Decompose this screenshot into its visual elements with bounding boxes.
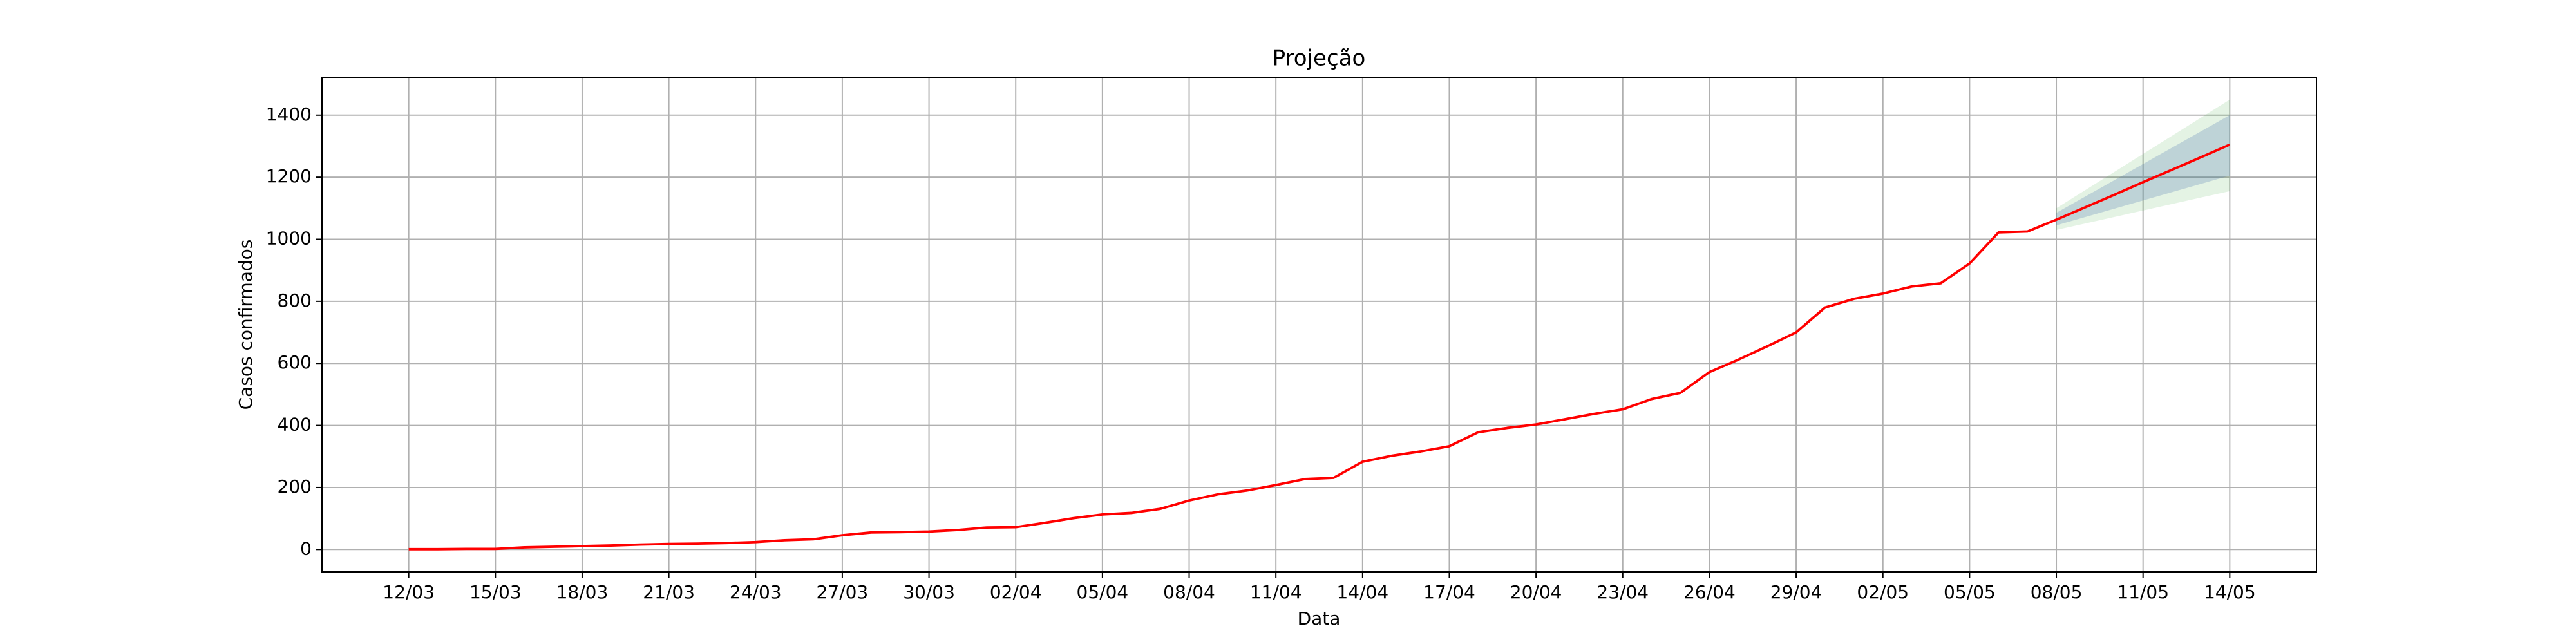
y-tick-label: 400 [278, 414, 312, 435]
y-tick-label: 200 [278, 476, 312, 497]
x-tick-label: 23/04 [1596, 582, 1649, 603]
x-tick-label: 14/05 [2204, 582, 2256, 603]
y-tick-label: 0 [300, 538, 312, 559]
x-tick-label: 15/03 [469, 582, 522, 603]
x-tick-label: 11/05 [2117, 582, 2169, 603]
x-axis-label: Data [1298, 608, 1341, 629]
x-tick-label: 05/05 [1944, 582, 1996, 603]
data-line [408, 143, 2231, 551]
chart-title: Projeção [1273, 46, 1366, 71]
y-tick-label: 1200 [266, 166, 312, 187]
x-tick-label: 17/04 [1423, 582, 1475, 603]
axes-frame [321, 77, 2317, 573]
y-tick-label: 1400 [266, 104, 312, 125]
x-tick-label: 08/04 [1163, 582, 1215, 603]
x-tick-label: 11/04 [1250, 582, 1302, 603]
x-tick-label: 05/04 [1077, 582, 1129, 603]
x-tick-label: 02/05 [1857, 582, 1909, 603]
y-tick-label: 600 [278, 352, 312, 373]
x-tick-label: 26/04 [1683, 582, 1736, 603]
x-tick-label: 02/04 [990, 582, 1042, 603]
x-tick-label: 14/04 [1336, 582, 1388, 603]
y-tick-label: 1000 [266, 228, 312, 249]
confidence-band [2056, 115, 2230, 225]
x-tick-label: 24/03 [730, 582, 782, 603]
y-axis-label: Casos confirmados [235, 240, 256, 410]
x-tick-label: 29/04 [1770, 582, 1823, 603]
y-tick-label: 800 [278, 290, 312, 311]
x-tick-label: 21/03 [643, 582, 695, 603]
x-tick-label: 12/03 [383, 582, 435, 603]
x-tick-label: 08/05 [2031, 582, 2083, 603]
x-tick-label: 27/03 [817, 582, 869, 603]
x-tick-label: 20/04 [1510, 582, 1562, 603]
x-tick-label: 30/03 [903, 582, 955, 603]
x-tick-label: 18/03 [556, 582, 609, 603]
confidence-band [2056, 99, 2230, 231]
